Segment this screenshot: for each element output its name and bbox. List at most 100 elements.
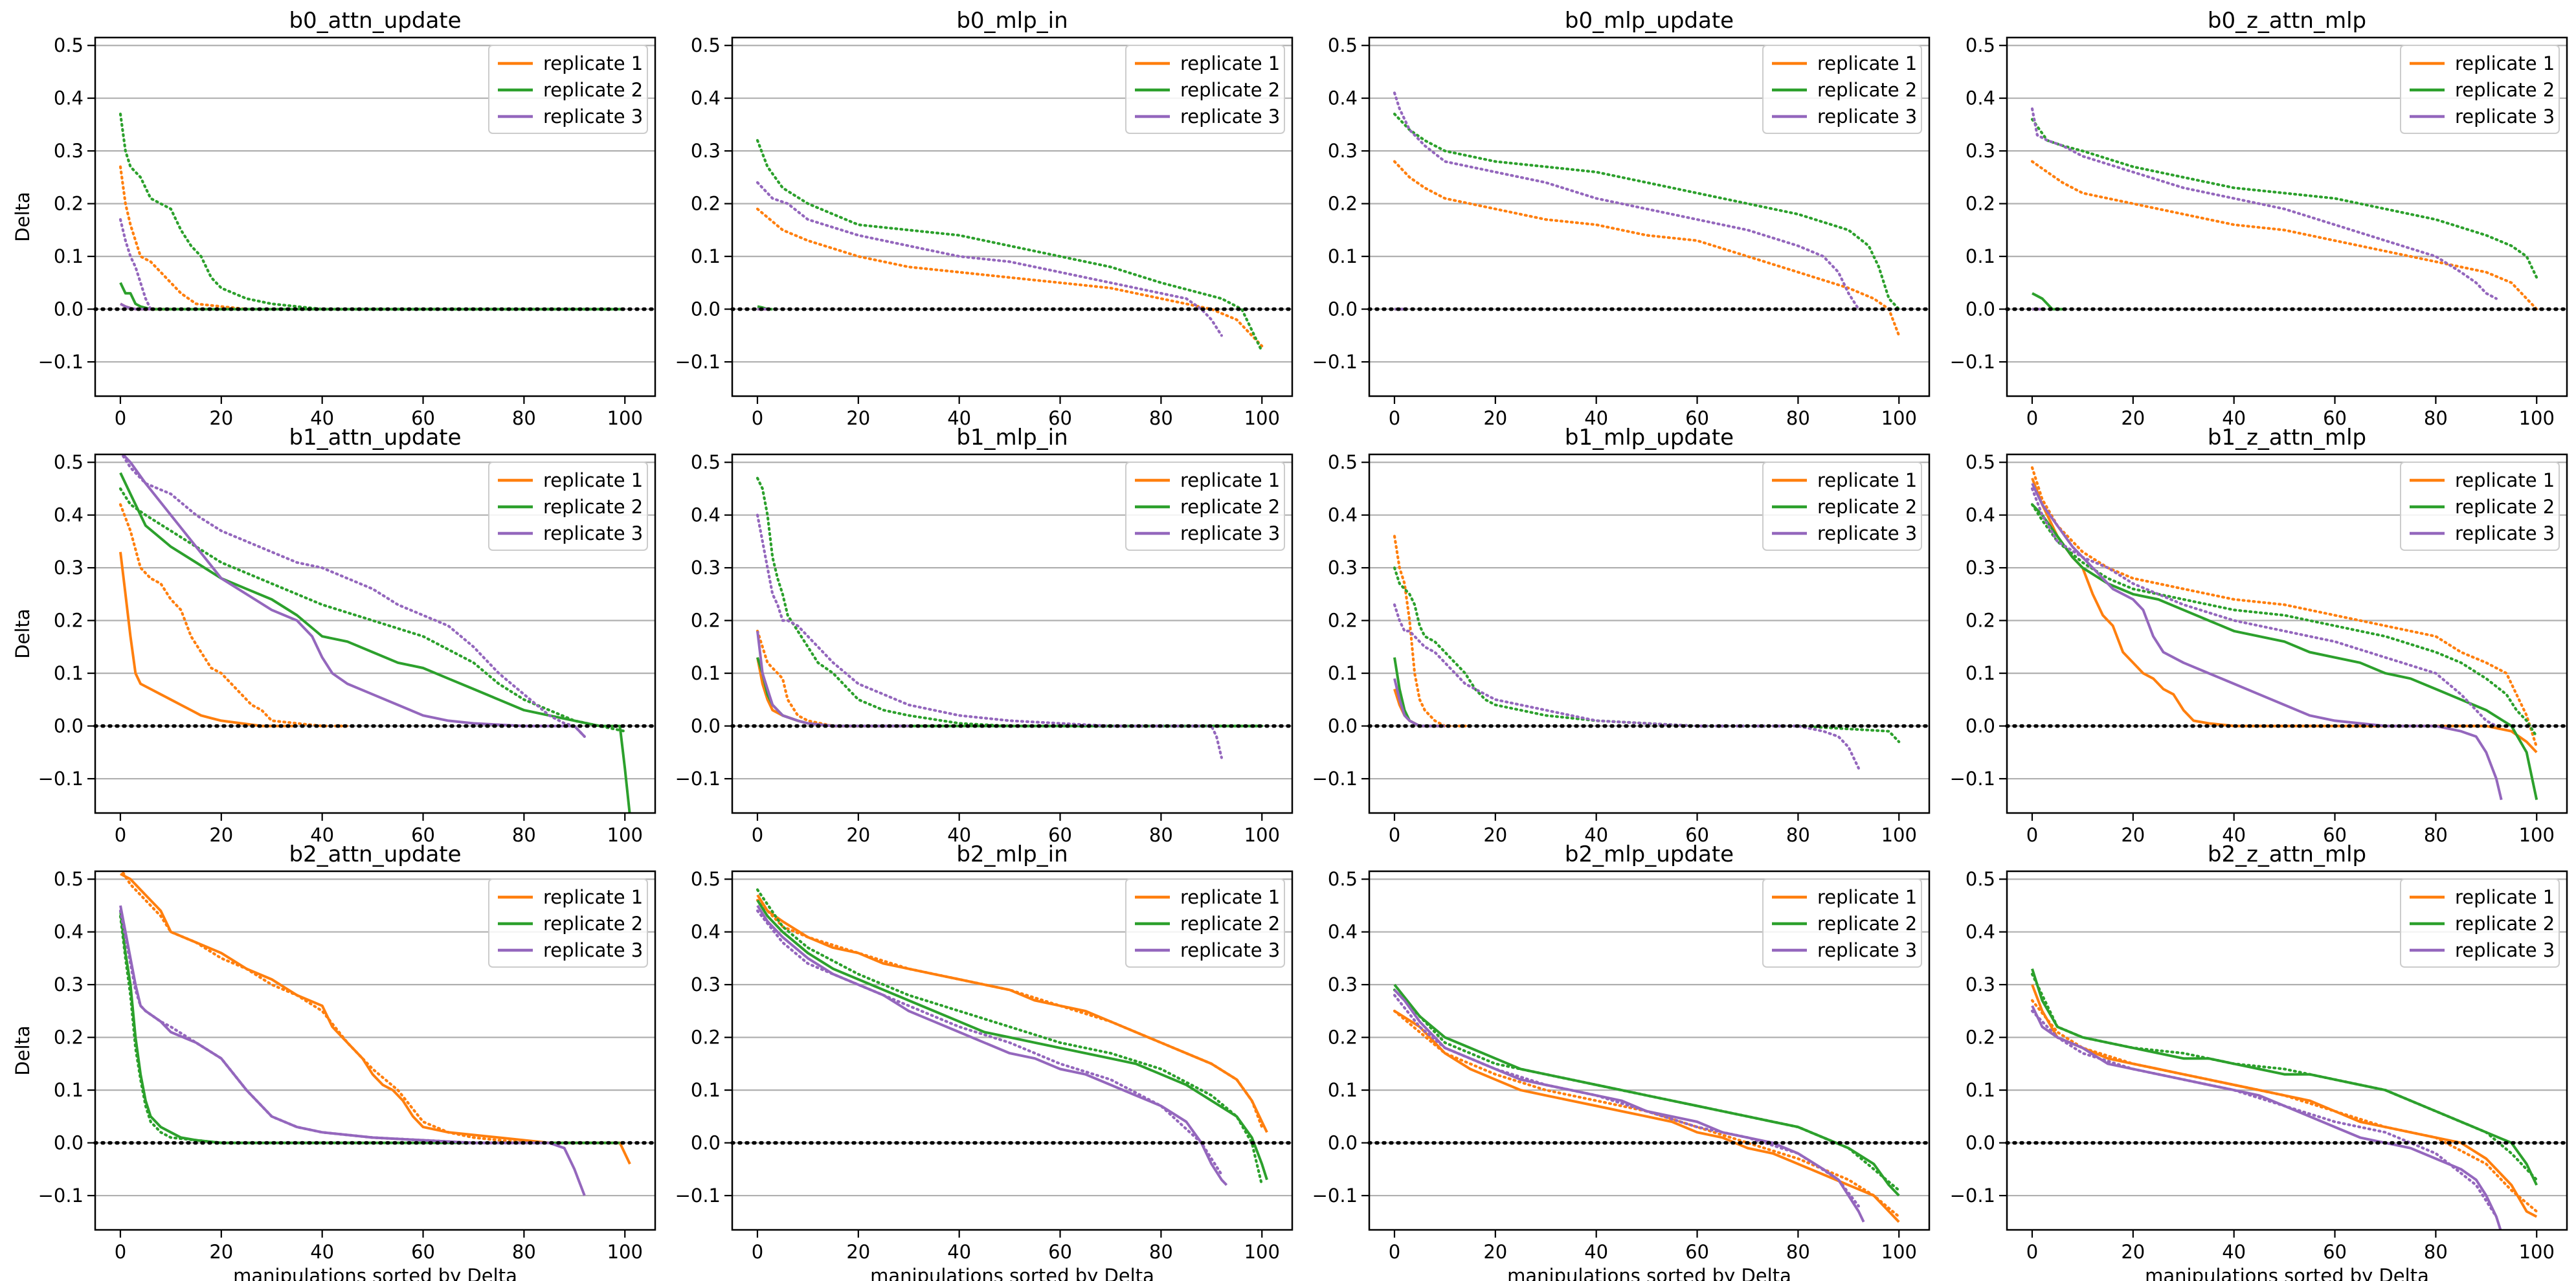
legend: replicate 1 replicate 2 replicate 3 xyxy=(1762,45,1922,134)
subplot-title: b2_mlp_update xyxy=(1565,841,1734,867)
y-tick-label: 0.5 xyxy=(691,451,721,473)
axes-frame xyxy=(1368,36,1931,397)
x-tick-label: 40 xyxy=(310,407,334,429)
line-replicate-2-dotted xyxy=(2030,118,2538,279)
axes-frame xyxy=(731,870,1294,1231)
x-tick-label: 80 xyxy=(1149,407,1173,429)
y-tick-label: 0.0 xyxy=(1966,1132,1995,1154)
legend-box xyxy=(2400,462,2560,551)
y-tick-label: 0.0 xyxy=(691,715,721,737)
line-replicate-3-dotted xyxy=(2030,487,2498,728)
legend-label: replicate 1 xyxy=(2455,469,2555,491)
legend-label: replicate 3 xyxy=(1180,522,1280,544)
line-replicate-2-dotted xyxy=(118,915,223,1144)
y-tick-label: 0.1 xyxy=(691,245,721,267)
subplot-title: b2_z_attn_mlp xyxy=(2208,841,2366,867)
subplot-b0_z_attn_mlp: 0 20 40 60 80 100 −0.1 0.0 0.1 0.2 0.3 0.4 0.5 b0_z_a… xyxy=(1950,8,2569,429)
line-replicate-2-dotted xyxy=(756,888,1264,1186)
subplot-title: b1_mlp_update xyxy=(1565,425,1734,451)
x-tick-label: 100 xyxy=(1244,407,1280,429)
x-tick-label: 40 xyxy=(2222,1241,2246,1263)
x-tick-label: 60 xyxy=(1048,824,1072,846)
y-tick-label: 0.1 xyxy=(1328,245,1358,267)
x-tick-label: 100 xyxy=(2519,407,2555,429)
x-tick-label: 60 xyxy=(1685,1241,1709,1263)
x-tick-label: 100 xyxy=(1881,824,1917,846)
x-tick-label: 80 xyxy=(512,407,536,429)
y-tick-label: 0.5 xyxy=(1966,34,1995,56)
x-axis-label: manipulations sorted by Delta xyxy=(1507,1265,1791,1281)
y-tick-label: 0.2 xyxy=(691,610,721,632)
y-tick-label: 0.1 xyxy=(54,245,84,267)
legend-label: replicate 3 xyxy=(1180,106,1280,128)
x-tick-label: 20 xyxy=(209,824,233,846)
x-tick-label: 100 xyxy=(607,407,643,429)
x-tick-label: 100 xyxy=(2519,1241,2555,1263)
y-axis-label: Delta xyxy=(12,192,34,241)
y-tick-label: 0.4 xyxy=(1966,921,1995,943)
legend-label: replicate 3 xyxy=(2455,522,2555,544)
x-tick-label: 80 xyxy=(512,824,536,846)
line-replicate-1-solid xyxy=(1393,1010,1900,1223)
line-replicate-3-dotted xyxy=(2030,1009,2498,1218)
subplot-b2_mlp_update: 0 20 40 60 80 100 −0.1 0.0 0.1 0.2 0.3 0.4 0.5 b2_mlp… xyxy=(1312,841,1931,1281)
y-tick-label: 0.3 xyxy=(691,557,721,579)
line-replicate-3-solid xyxy=(121,454,586,738)
legend-label: replicate 2 xyxy=(1817,913,1917,935)
y-tick-label: 0.0 xyxy=(54,1132,84,1154)
subplot-b1_z_attn_mlp: 0 20 40 60 80 100 −0.1 0.0 0.1 0.2 0.3 0.4 0.5 b1_z_a… xyxy=(1950,425,2569,846)
line-replicate-3-solid xyxy=(2031,1005,2502,1230)
y-tick-label: 0.1 xyxy=(1966,245,1995,267)
legend-label: replicate 3 xyxy=(543,106,643,128)
line-replicate-1-dotted xyxy=(1393,160,1901,337)
legend-box xyxy=(2400,45,2560,134)
line-replicate-1-dotted xyxy=(2030,466,2538,749)
axes-frame xyxy=(2006,870,2568,1231)
x-tick-label: 20 xyxy=(846,407,870,429)
axes-frame xyxy=(94,453,656,814)
line-replicate-3-dotted xyxy=(120,454,587,739)
legend: replicate 1 replicate 2 replicate 3 xyxy=(488,462,648,551)
line-replicate-1-dotted xyxy=(118,165,248,311)
x-tick-label: 0 xyxy=(2026,407,2038,429)
y-tick-label: 0.1 xyxy=(54,662,84,684)
y-tick-label: 0.3 xyxy=(1966,557,1995,579)
x-tick-label: 0 xyxy=(752,1241,763,1263)
y-tick-label: −0.1 xyxy=(1950,1185,1995,1207)
y-tick-label: 0.1 xyxy=(54,1079,84,1101)
legend-label: replicate 3 xyxy=(543,522,643,544)
y-tick-label: 0.4 xyxy=(54,921,84,943)
y-tick-label: −0.1 xyxy=(38,768,84,790)
y-tick-label: 0.2 xyxy=(54,1027,84,1049)
legend: replicate 1 replicate 2 replicate 3 xyxy=(1125,462,1285,551)
x-tick-label: 0 xyxy=(2026,824,2038,846)
x-tick-label: 0 xyxy=(752,824,763,846)
subplot-b0_mlp_update: 0 20 40 60 80 100 −0.1 0.0 0.1 0.2 0.3 0.4 0.5 b0_mlp… xyxy=(1312,8,1931,429)
legend: replicate 1 replicate 2 replicate 3 xyxy=(1125,45,1285,134)
series-lines xyxy=(1393,983,1901,1223)
y-tick-label: 0.2 xyxy=(1966,610,1995,632)
line-replicate-3-dotted xyxy=(1393,91,1860,311)
y-tick-label: −0.1 xyxy=(675,1185,721,1207)
y-tick-label: 0.5 xyxy=(1328,868,1358,890)
line-replicate-1-dotted xyxy=(2030,999,2538,1213)
x-tick-label: 100 xyxy=(2519,824,2555,846)
x-axis-label: manipulations sorted by Delta xyxy=(233,1265,517,1281)
subplot-b2_z_attn_mlp: 0 20 40 60 80 100 −0.1 0.0 0.1 0.2 0.3 0.4 0.5 b2_z_a… xyxy=(1950,841,2569,1281)
line-replicate-2-dotted xyxy=(756,139,1264,353)
x-tick-label: 100 xyxy=(1244,824,1280,846)
legend-box xyxy=(1125,462,1285,551)
y-tick-label: 0.1 xyxy=(1966,1079,1995,1101)
x-tick-label: 40 xyxy=(310,824,334,846)
legend-box xyxy=(1125,878,1285,968)
subplot-title: b1_mlp_in xyxy=(956,425,1068,451)
x-tick-label: 80 xyxy=(2424,407,2448,429)
line-replicate-1-solid xyxy=(119,551,297,728)
y-tick-label: 0.0 xyxy=(1328,298,1358,320)
subplot-b0_mlp_in: 0 20 40 60 80 100 −0.1 0.0 0.1 0.2 0.3 0.4 0.5 b0_mlp… xyxy=(675,8,1294,429)
line-replicate-2-dotted xyxy=(118,113,627,311)
y-tick-label: 0.4 xyxy=(1966,87,1995,109)
x-tick-label: 60 xyxy=(411,824,435,846)
legend-box xyxy=(1762,45,1922,134)
